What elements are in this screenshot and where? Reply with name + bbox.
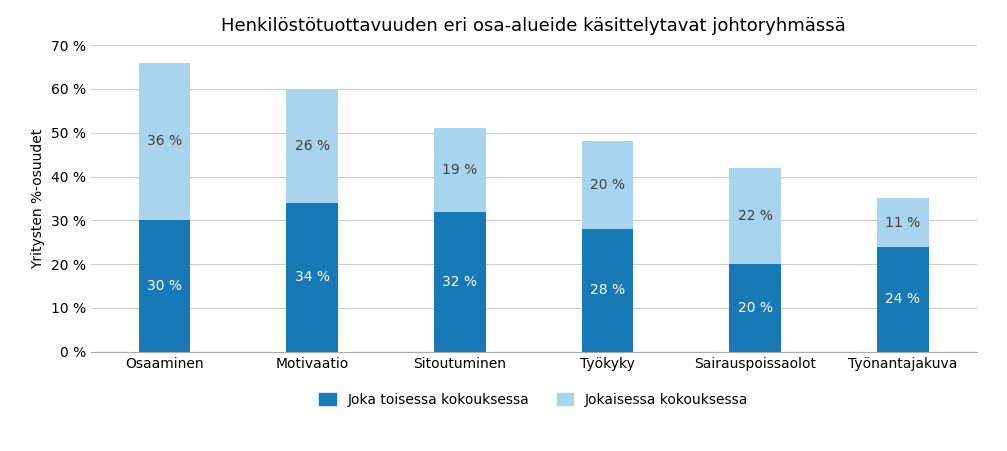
Text: 22 %: 22 % xyxy=(738,209,772,223)
Text: 34 %: 34 % xyxy=(295,270,329,284)
Text: 28 %: 28 % xyxy=(590,283,625,298)
Bar xyxy=(139,63,190,221)
Bar xyxy=(729,264,781,352)
Text: 36 %: 36 % xyxy=(147,134,182,148)
Text: 20 %: 20 % xyxy=(590,178,625,192)
Text: 26 %: 26 % xyxy=(295,139,329,153)
Bar xyxy=(877,247,928,352)
Bar xyxy=(877,198,928,247)
Text: 24 %: 24 % xyxy=(885,292,920,306)
Bar xyxy=(582,142,633,229)
Bar xyxy=(286,89,338,203)
Text: 19 %: 19 % xyxy=(442,163,477,177)
Title: Henkilöstötuottavuuden eri osa-alueide käsittelytavat johtoryhmässä: Henkilöstötuottavuuden eri osa-alueide k… xyxy=(222,17,846,35)
Bar xyxy=(729,168,781,264)
Bar xyxy=(434,129,485,212)
Bar xyxy=(582,229,633,352)
Bar xyxy=(434,212,485,352)
Text: 20 %: 20 % xyxy=(738,301,772,315)
Text: 11 %: 11 % xyxy=(885,216,920,230)
Bar xyxy=(286,203,338,352)
Legend: Joka toisessa kokouksessa, Jokaisessa kokouksessa: Joka toisessa kokouksessa, Jokaisessa ko… xyxy=(314,387,753,412)
Y-axis label: Yritysten %-osuudet: Yritysten %-osuudet xyxy=(31,129,45,268)
Text: 30 %: 30 % xyxy=(147,279,182,293)
Bar xyxy=(139,221,190,352)
Text: 32 %: 32 % xyxy=(442,275,477,289)
